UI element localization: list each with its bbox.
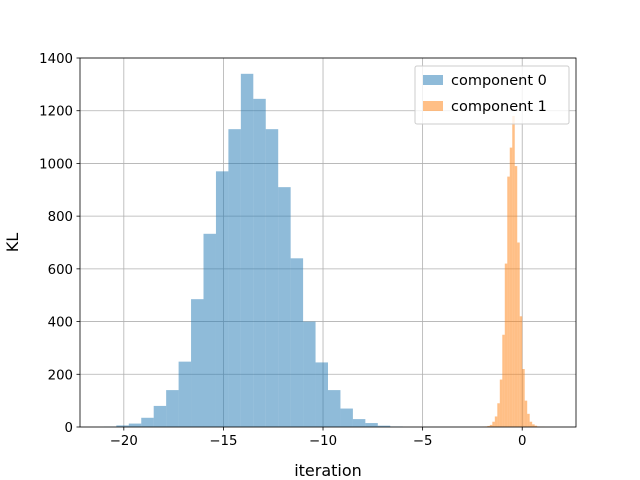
histogram-bar-series-0 bbox=[153, 405, 167, 427]
histogram-bar-series-1 bbox=[509, 147, 513, 427]
histogram-bar-series-1 bbox=[499, 379, 503, 427]
histogram-bar-series-0 bbox=[265, 129, 279, 427]
histogram-bar-series-1 bbox=[532, 424, 535, 427]
legend-label: component 0 bbox=[451, 73, 547, 89]
histogram-bar-series-0 bbox=[166, 390, 179, 427]
histogram-bar-series-1 bbox=[502, 334, 505, 427]
legend-swatch bbox=[423, 101, 443, 111]
histogram-bar-series-1 bbox=[507, 176, 510, 427]
histogram-bar-series-1 bbox=[497, 403, 500, 427]
histogram-bar-series-0 bbox=[178, 361, 192, 427]
histogram-bar-series-0 bbox=[328, 390, 341, 427]
histogram-bar-series-1 bbox=[504, 263, 508, 427]
y-tick-label: 600 bbox=[48, 263, 73, 278]
y-tick-label: 0 bbox=[65, 421, 73, 436]
histogram-bar-series-1 bbox=[522, 369, 525, 427]
x-tick-label: −15 bbox=[209, 434, 237, 449]
y-tick-label: 200 bbox=[48, 368, 73, 383]
histogram-bar-series-0 bbox=[340, 408, 353, 427]
histogram-bar-series-1 bbox=[529, 421, 533, 427]
histogram-bar-series-1 bbox=[527, 413, 530, 427]
legend-swatch bbox=[423, 75, 443, 85]
histogram-bar-series-1 bbox=[519, 316, 523, 427]
histogram-bar-series-0 bbox=[365, 423, 378, 427]
y-tick-label: 800 bbox=[48, 210, 73, 225]
histogram-bar-series-1 bbox=[492, 421, 495, 427]
plot-frame bbox=[79, 57, 577, 428]
histogram-bars bbox=[103, 73, 545, 428]
histogram-bar-series-0 bbox=[203, 233, 216, 427]
histogram-bar-series-0 bbox=[128, 423, 142, 427]
histogram-bar-series-0 bbox=[278, 187, 291, 427]
x-axis-label: iteration bbox=[294, 461, 362, 480]
y-axis-label: KL bbox=[3, 233, 22, 252]
histogram-bar-series-0 bbox=[352, 419, 366, 427]
histogram-bar-series-0 bbox=[141, 417, 154, 427]
y-tick-label: 1200 bbox=[39, 105, 73, 120]
histogram-bar-series-1 bbox=[517, 242, 520, 427]
histogram-bar-series-1 bbox=[487, 425, 490, 427]
y-tick-label: 400 bbox=[48, 316, 73, 331]
histogram-bar-series-1 bbox=[489, 424, 493, 427]
legend-label: component 1 bbox=[451, 99, 547, 115]
x-tick-label: −5 bbox=[413, 434, 433, 449]
x-tick-label: −10 bbox=[309, 434, 337, 449]
histogram-bar-series-0 bbox=[290, 258, 304, 427]
histogram-bar-series-0 bbox=[191, 299, 204, 427]
histogram-bar-series-1 bbox=[494, 416, 498, 427]
histogram-bar-series-0 bbox=[315, 362, 328, 427]
histogram-bar-series-0 bbox=[215, 171, 229, 427]
histogram-bar-series-0 bbox=[116, 425, 129, 427]
y-tick-label: 1000 bbox=[39, 157, 73, 172]
histogram-bar-series-0 bbox=[253, 98, 266, 427]
histogram-bar-series-0 bbox=[303, 321, 316, 427]
histogram-bar-series-0 bbox=[240, 73, 254, 428]
histogram-bar-series-0 bbox=[377, 425, 391, 427]
axis-ticks: −20 −15 −10 −5 0 0 200 400 600 800 1000 1200 1400 bbox=[39, 52, 526, 449]
x-tick-label: 0 bbox=[518, 434, 526, 449]
histogram-bar-series-0 bbox=[228, 129, 241, 427]
legend-box bbox=[414, 65, 570, 125]
histogram-bar-series-1 bbox=[514, 166, 518, 428]
histogram-bar-series-1 bbox=[534, 425, 538, 427]
legend: component 0 component 1 bbox=[414, 65, 570, 125]
histogram-bar-series-1 bbox=[512, 115, 515, 427]
y-tick-label: 1400 bbox=[39, 52, 73, 67]
histogram-bar-series-1 bbox=[524, 400, 528, 427]
x-tick-label: −20 bbox=[110, 434, 138, 449]
